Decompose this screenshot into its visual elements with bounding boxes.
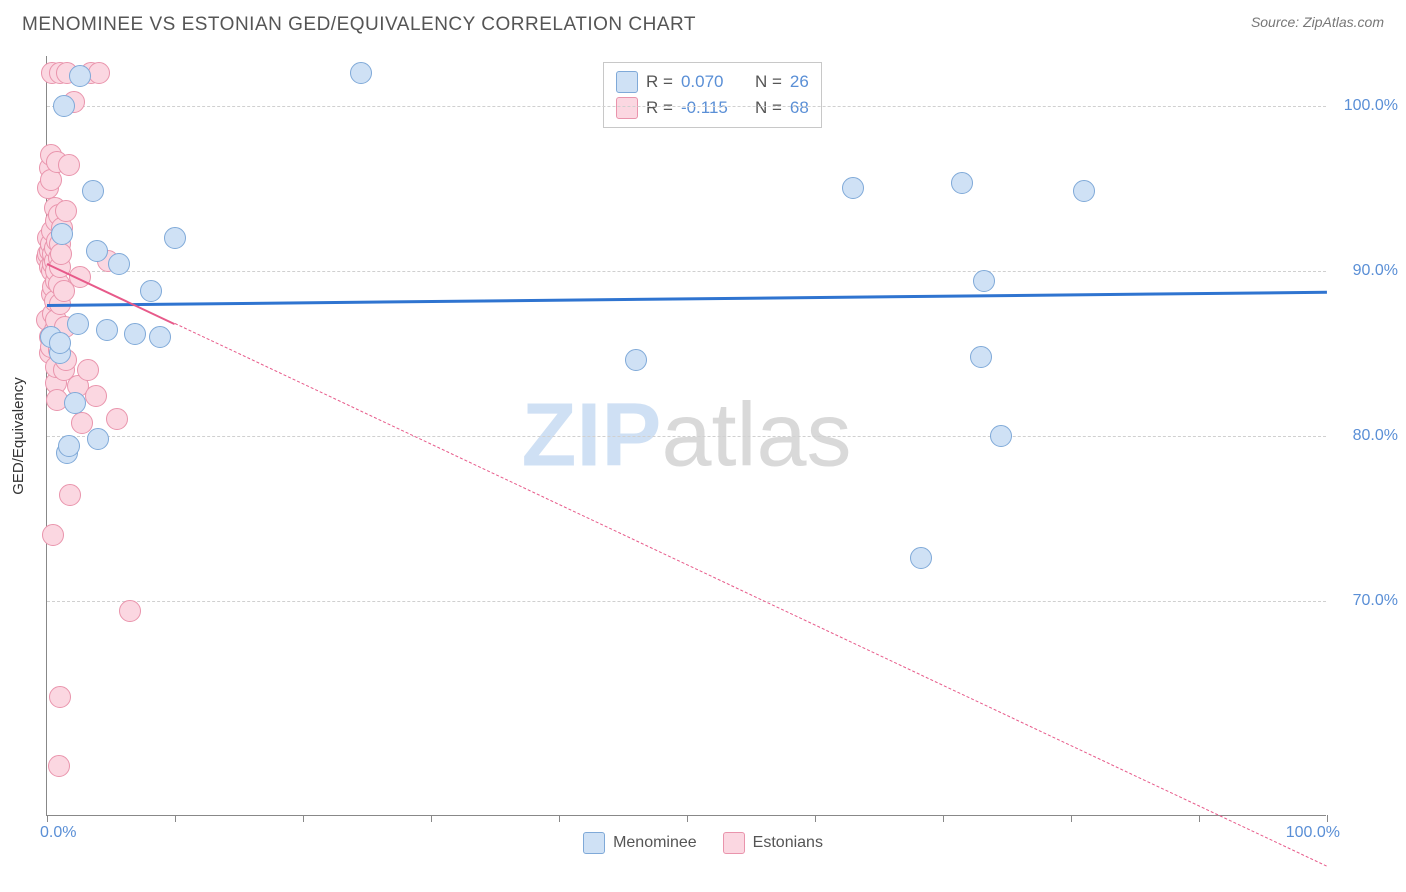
y-axis-title: GED/Equivalency bbox=[10, 377, 27, 495]
y-tick-label: 100.0% bbox=[1344, 97, 1398, 115]
trend-line bbox=[175, 323, 1327, 867]
stats-n-label: N = bbox=[755, 95, 782, 121]
plot-area: ZIPatlas R =0.070N =26R =-0.115N =68 70.… bbox=[46, 56, 1326, 816]
data-point-menominee bbox=[164, 227, 186, 249]
data-point-menominee bbox=[842, 177, 864, 199]
data-point-menominee bbox=[49, 332, 71, 354]
stats-n-label: N = bbox=[755, 69, 782, 95]
data-point-menominee bbox=[69, 65, 91, 87]
data-point-menominee bbox=[350, 62, 372, 84]
bottom-legend: Menominee Estonians bbox=[0, 832, 1406, 854]
gridline-h bbox=[47, 106, 1326, 107]
stats-r-label: R = bbox=[646, 69, 673, 95]
y-tick-label: 90.0% bbox=[1353, 262, 1398, 280]
watermark-zip: ZIP bbox=[521, 385, 661, 485]
data-point-menominee bbox=[64, 392, 86, 414]
stats-legend-box: R = 0.070 N = 26 R = -0.115 N = 68 bbox=[603, 62, 822, 128]
data-point-menominee bbox=[1073, 180, 1095, 202]
data-point-menominee bbox=[67, 313, 89, 335]
x-tick bbox=[431, 815, 432, 822]
stats-r-label: R = bbox=[646, 95, 673, 121]
stats-n-value: 26 bbox=[790, 69, 809, 95]
data-point-menominee bbox=[82, 180, 104, 202]
data-point-menominee bbox=[86, 240, 108, 262]
stats-swatch bbox=[616, 97, 638, 119]
data-point-menominee bbox=[625, 349, 647, 371]
data-point-estonians bbox=[49, 686, 71, 708]
stats-n-value: 68 bbox=[790, 95, 809, 121]
data-point-menominee bbox=[149, 326, 171, 348]
y-tick-label: 80.0% bbox=[1353, 427, 1398, 445]
data-point-menominee bbox=[990, 425, 1012, 447]
data-point-menominee bbox=[970, 346, 992, 368]
x-tick bbox=[1199, 815, 1200, 822]
gridline-h bbox=[47, 271, 1326, 272]
data-point-menominee bbox=[140, 280, 162, 302]
stats-row: R = -0.115 N = 68 bbox=[616, 95, 809, 121]
stats-row: R = 0.070 N = 26 bbox=[616, 69, 809, 95]
chart-title: MENOMINEE VS ESTONIAN GED/EQUIVALENCY CO… bbox=[22, 14, 696, 36]
legend-item-estonians: Estonians bbox=[723, 832, 823, 854]
data-point-menominee bbox=[53, 95, 75, 117]
stats-r-value: -0.115 bbox=[681, 95, 739, 121]
x-tick bbox=[943, 815, 944, 822]
x-tick bbox=[1327, 815, 1328, 822]
data-point-estonians bbox=[106, 408, 128, 430]
data-point-estonians bbox=[58, 154, 80, 176]
data-point-estonians bbox=[88, 62, 110, 84]
data-point-estonians bbox=[71, 412, 93, 434]
data-point-estonians bbox=[42, 524, 64, 546]
data-point-menominee bbox=[51, 223, 73, 245]
stats-r-value: 0.070 bbox=[681, 69, 739, 95]
x-tick bbox=[303, 815, 304, 822]
x-tick bbox=[559, 815, 560, 822]
trend-line bbox=[47, 291, 1327, 307]
data-point-estonians bbox=[77, 359, 99, 381]
data-point-estonians bbox=[50, 243, 72, 265]
x-tick bbox=[815, 815, 816, 822]
gridline-h bbox=[47, 436, 1326, 437]
data-point-menominee bbox=[108, 253, 130, 275]
data-point-menominee bbox=[87, 428, 109, 450]
gridline-h bbox=[47, 601, 1326, 602]
x-tick bbox=[687, 815, 688, 822]
data-point-menominee bbox=[58, 435, 80, 457]
y-tick-label: 70.0% bbox=[1353, 592, 1398, 610]
data-point-menominee bbox=[951, 172, 973, 194]
data-point-estonians bbox=[59, 484, 81, 506]
legend-swatch-estonians bbox=[723, 832, 745, 854]
data-point-estonians bbox=[55, 200, 77, 222]
data-point-estonians bbox=[119, 600, 141, 622]
legend-swatch-menominee bbox=[583, 832, 605, 854]
x-tick bbox=[47, 815, 48, 822]
legend-label-menominee: Menominee bbox=[613, 834, 697, 852]
x-tick bbox=[175, 815, 176, 822]
data-point-menominee bbox=[973, 270, 995, 292]
source-label: Source: ZipAtlas.com bbox=[1251, 14, 1384, 30]
data-point-menominee bbox=[910, 547, 932, 569]
legend-label-estonians: Estonians bbox=[753, 834, 823, 852]
data-point-estonians bbox=[85, 385, 107, 407]
watermark-atlas: atlas bbox=[661, 385, 851, 485]
data-point-menominee bbox=[96, 319, 118, 341]
data-point-estonians bbox=[48, 755, 70, 777]
data-point-menominee bbox=[124, 323, 146, 345]
stats-swatch bbox=[616, 71, 638, 93]
legend-item-menominee: Menominee bbox=[583, 832, 697, 854]
x-tick bbox=[1071, 815, 1072, 822]
